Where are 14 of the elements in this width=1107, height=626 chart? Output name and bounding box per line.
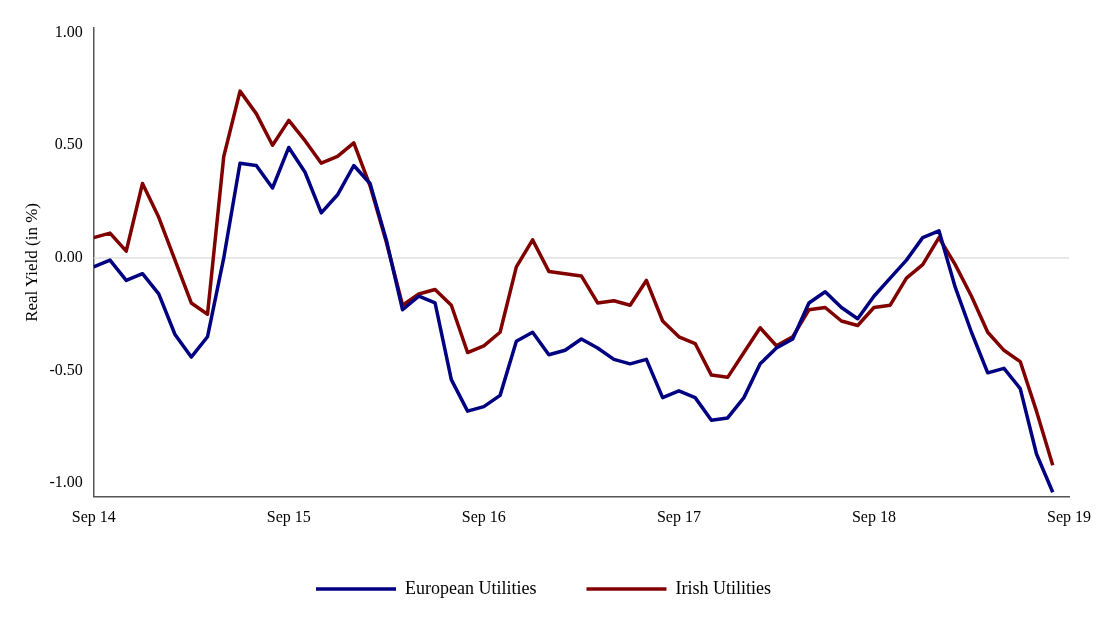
y-tick-label: -0.50: [49, 360, 83, 378]
y-tick-label: 0.00: [54, 248, 83, 266]
y-tick-label: 1.00: [54, 22, 83, 40]
x-tick-label: Sep 19: [1047, 507, 1091, 526]
legend-label: Irish Utilities: [675, 577, 771, 598]
y-tick-label: 0.50: [54, 135, 83, 153]
y-tick-label: -1.00: [49, 473, 83, 491]
x-tick-label: Sep 17: [656, 507, 701, 526]
y-axis-title: Real Yield (in %): [21, 202, 41, 322]
legend-label: European Utilities: [405, 577, 537, 598]
x-tick-label: Sep 18: [851, 507, 896, 526]
x-tick-label: Sep 16: [461, 507, 506, 526]
x-tick-label: Sep 15: [266, 507, 311, 526]
x-tick-label: Sep 14: [71, 507, 116, 526]
